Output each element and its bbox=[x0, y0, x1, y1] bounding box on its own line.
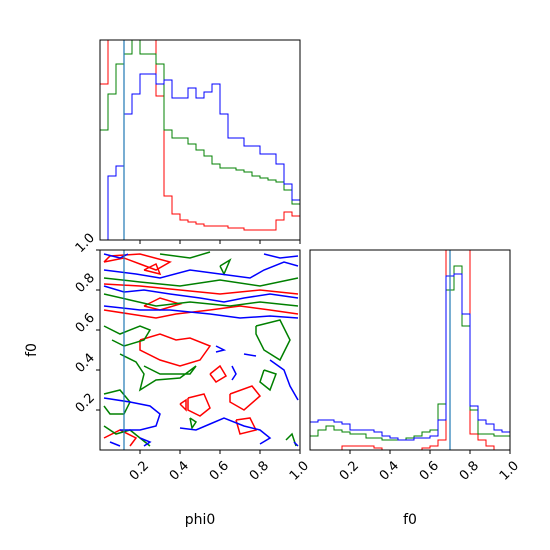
contour-green-0 bbox=[159, 251, 211, 259]
x-tick-label: 1.0 bbox=[497, 458, 522, 483]
contour-green-7 bbox=[255, 319, 291, 362]
f0-histogram-frame bbox=[309, 249, 511, 451]
contour-green-8 bbox=[259, 369, 277, 392]
phi0-histogram-blue bbox=[100, 73, 300, 240]
contour-blue-12 bbox=[109, 441, 121, 447]
contour-red-7 bbox=[229, 385, 262, 411]
y-axis-label-f0: f0 bbox=[24, 343, 40, 357]
contour-red-0 bbox=[103, 253, 172, 271]
contour-blue-8 bbox=[269, 359, 299, 401]
phi0-histogram-green bbox=[100, 40, 300, 205]
contour-blue-13 bbox=[293, 441, 299, 447]
phi0-histogram-ticks bbox=[139, 240, 301, 244]
contour-red-4 bbox=[139, 333, 212, 367]
contour-red-11 bbox=[143, 262, 162, 276]
contour-blue-4 bbox=[103, 305, 299, 319]
contour-red-6 bbox=[187, 393, 211, 417]
phi0-histogram-red bbox=[100, 40, 300, 231]
f0-histogram-green bbox=[310, 265, 510, 441]
phi0-histogram-frame bbox=[99, 39, 301, 241]
contour-blue-0 bbox=[103, 253, 129, 259]
x-tick-label: 1.0 bbox=[287, 458, 312, 483]
contour-green-10 bbox=[189, 417, 198, 430]
x-tick-label: 0.2 bbox=[337, 458, 362, 483]
phi0-histograms bbox=[100, 40, 300, 240]
contour-green-11 bbox=[285, 432, 297, 447]
contour-red-10 bbox=[103, 429, 138, 447]
contour-frame bbox=[99, 249, 301, 451]
x-tick-label: 0.8 bbox=[457, 458, 482, 483]
f0-histogram-panel: 0.2 0.4 0.6 0.8 1.0 bbox=[309, 249, 522, 484]
y-tick-label: 0.2 bbox=[73, 391, 98, 416]
x-tick-label: 0.4 bbox=[377, 458, 402, 483]
contour-blue-7 bbox=[231, 365, 237, 381]
f0-histogram-red bbox=[310, 250, 510, 450]
contour-blue-10 bbox=[179, 417, 272, 445]
x-tick-label: 0.8 bbox=[247, 458, 272, 483]
contour-blue-9 bbox=[103, 397, 161, 431]
contour-blue-2 bbox=[103, 261, 299, 279]
contour-red-1 bbox=[103, 283, 299, 295]
x-axis-label-f0: f0 bbox=[403, 512, 417, 528]
contour-blue-5 bbox=[215, 345, 227, 353]
contour-green-6 bbox=[103, 389, 131, 415]
contour-green-4 bbox=[103, 325, 152, 347]
contour-blue-3 bbox=[103, 285, 299, 303]
contour-lines bbox=[103, 251, 299, 447]
x-axis-label-phi0: phi0 bbox=[185, 512, 216, 528]
f0-histogram-blue bbox=[310, 273, 510, 441]
x-tick-label: 0.6 bbox=[207, 458, 232, 483]
contour-red-8 bbox=[235, 417, 258, 435]
y-tick-label: 1.0 bbox=[73, 231, 98, 256]
contour-green-3 bbox=[103, 293, 299, 307]
contour-green-1 bbox=[219, 258, 232, 276]
f0-histograms bbox=[310, 250, 510, 450]
phi0-f0-contour-panel: 0.2 0.4 0.6 0.8 1.0 0.2 0.4 0.6 0.8 1.0 bbox=[73, 231, 312, 484]
contour-green-5 bbox=[119, 353, 197, 392]
x-tick-label: 0.2 bbox=[127, 458, 152, 483]
contour-blue-1 bbox=[263, 253, 299, 259]
y-tick-label: 0.4 bbox=[73, 351, 98, 376]
x-tick-label: 0.4 bbox=[167, 458, 192, 483]
contour-blue-11 bbox=[139, 437, 152, 447]
contour-blue-6 bbox=[243, 353, 257, 357]
phi0-histogram-panel bbox=[99, 39, 301, 244]
contour-green-2 bbox=[103, 277, 299, 287]
f0-histogram-ticks: 0.2 0.4 0.6 0.8 1.0 bbox=[337, 450, 522, 484]
y-tick-label: 0.8 bbox=[73, 271, 98, 296]
x-tick-label: 0.6 bbox=[417, 458, 442, 483]
y-tick-label: 0.6 bbox=[73, 311, 98, 336]
contour-red-9 bbox=[179, 398, 187, 412]
contour-red-3 bbox=[143, 297, 183, 311]
contour-red-5 bbox=[209, 364, 228, 383]
